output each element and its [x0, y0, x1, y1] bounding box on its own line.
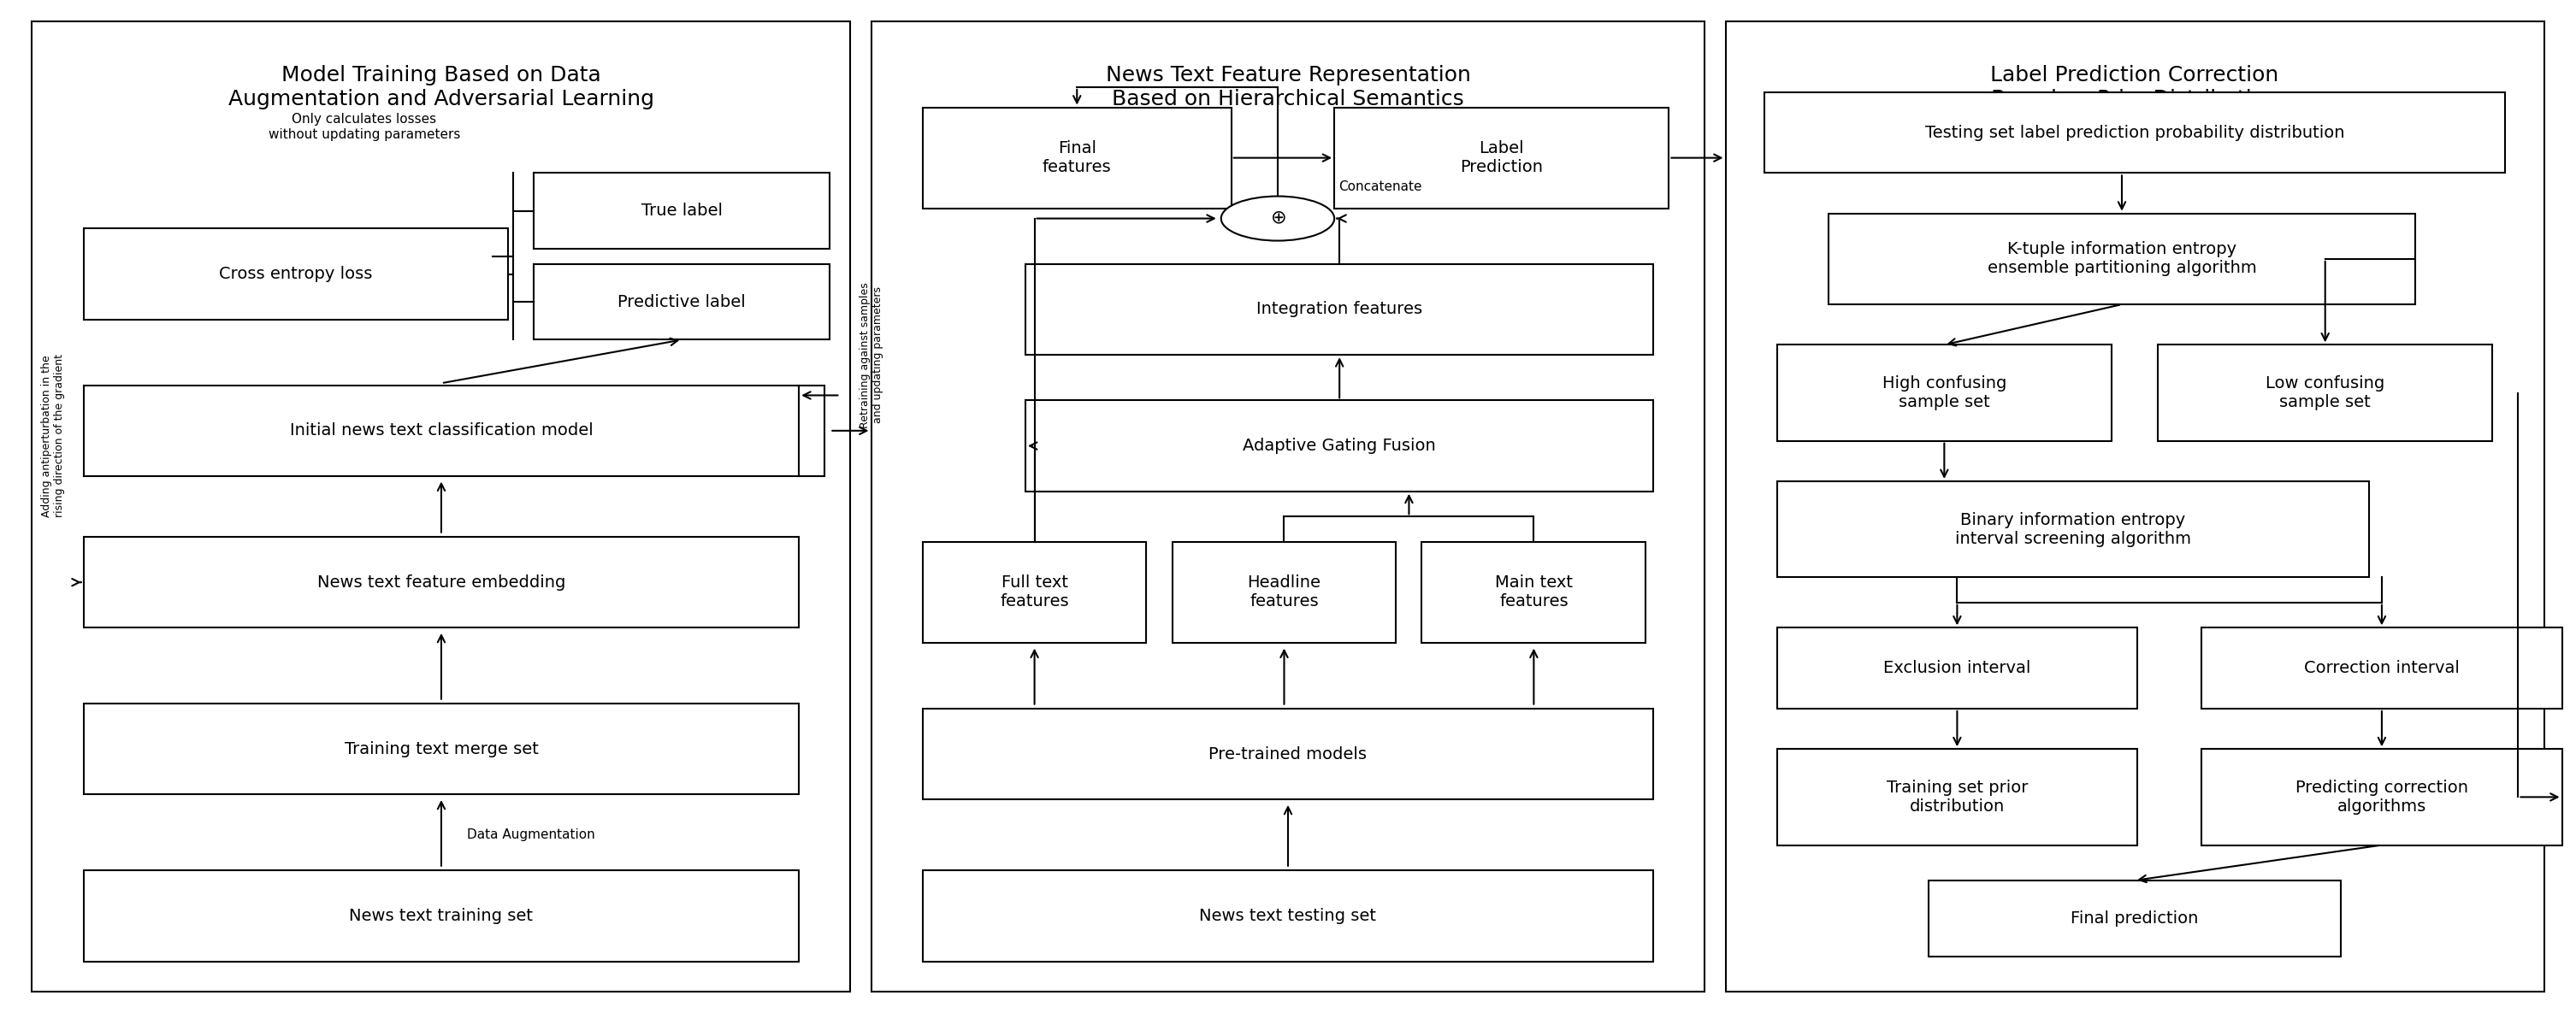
- FancyBboxPatch shape: [1929, 880, 2342, 956]
- Text: Predictive label: Predictive label: [618, 294, 747, 310]
- FancyBboxPatch shape: [1172, 542, 1396, 643]
- FancyBboxPatch shape: [1777, 344, 2112, 441]
- FancyBboxPatch shape: [922, 870, 1654, 961]
- FancyBboxPatch shape: [1777, 749, 2138, 845]
- FancyBboxPatch shape: [1777, 481, 2370, 577]
- FancyBboxPatch shape: [2159, 344, 2494, 441]
- Text: Main text
features: Main text features: [1494, 575, 1574, 610]
- Text: Training set prior
distribution: Training set prior distribution: [1886, 780, 2027, 814]
- Text: Testing set label prediction probability distribution: Testing set label prediction probability…: [1924, 125, 2344, 141]
- FancyBboxPatch shape: [922, 107, 1231, 209]
- Text: Headline
features: Headline features: [1247, 575, 1321, 610]
- Text: Binary information entropy
interval screening algorithm: Binary information entropy interval scre…: [1955, 512, 2192, 547]
- FancyBboxPatch shape: [82, 385, 799, 476]
- Text: Final prediction: Final prediction: [2071, 911, 2197, 927]
- Text: Concatenate: Concatenate: [1340, 180, 1422, 193]
- Text: Correction interval: Correction interval: [2303, 660, 2460, 677]
- FancyBboxPatch shape: [82, 870, 799, 961]
- Text: Low confusing
sample set: Low confusing sample set: [2267, 375, 2385, 410]
- Text: Label
Prediction: Label Prediction: [1461, 141, 1543, 175]
- Text: News text training set: News text training set: [350, 908, 533, 924]
- Text: Full text
features: Full text features: [999, 575, 1069, 610]
- Text: True label: True label: [641, 203, 721, 219]
- Text: High confusing
sample set: High confusing sample set: [1883, 375, 2007, 410]
- FancyBboxPatch shape: [1765, 92, 2506, 173]
- Text: Only calculates losses
without updating parameters: Only calculates losses without updating …: [268, 113, 461, 141]
- Circle shape: [1221, 197, 1334, 241]
- FancyBboxPatch shape: [2202, 749, 2563, 845]
- FancyBboxPatch shape: [922, 709, 1654, 799]
- Text: Predicting correction
algorithms: Predicting correction algorithms: [2295, 780, 2468, 814]
- Text: Adding antiperturbation in the
rising direction of the gradient: Adding antiperturbation in the rising di…: [41, 355, 64, 518]
- FancyBboxPatch shape: [2202, 628, 2563, 709]
- Text: News text feature embedding: News text feature embedding: [317, 574, 567, 591]
- Text: Label Prediction Correction
Based on Prior Distribution: Label Prediction Correction Based on Pri…: [1991, 65, 2280, 109]
- Text: News Text Feature Representation
Based on Hierarchical Semantics: News Text Feature Representation Based o…: [1105, 65, 1471, 109]
- FancyBboxPatch shape: [533, 173, 829, 249]
- Text: Final
features: Final features: [1043, 141, 1110, 175]
- Text: News text testing set: News text testing set: [1200, 908, 1376, 924]
- Text: Exclusion interval: Exclusion interval: [1883, 660, 2030, 677]
- FancyBboxPatch shape: [533, 264, 829, 339]
- FancyBboxPatch shape: [82, 704, 799, 794]
- Text: Training text merge set: Training text merge set: [345, 741, 538, 757]
- Text: $\oplus$: $\oplus$: [1270, 210, 1285, 227]
- FancyBboxPatch shape: [1025, 400, 1654, 491]
- Text: Cross entropy loss: Cross entropy loss: [219, 266, 374, 283]
- Text: Data Augmentation: Data Augmentation: [466, 829, 595, 842]
- Text: K-tuple information entropy
ensemble partitioning algorithm: K-tuple information entropy ensemble par…: [1986, 241, 2257, 277]
- FancyBboxPatch shape: [1334, 107, 1669, 209]
- FancyBboxPatch shape: [82, 537, 799, 628]
- Text: Pre-trained models: Pre-trained models: [1208, 746, 1368, 762]
- FancyBboxPatch shape: [922, 542, 1146, 643]
- Text: Retraining against samples
and updating parameters: Retraining against samples and updating …: [860, 282, 884, 427]
- Text: Model Training Based on Data
Augmentation and Adversarial Learning: Model Training Based on Data Augmentatio…: [229, 65, 654, 109]
- FancyBboxPatch shape: [1422, 542, 1646, 643]
- FancyBboxPatch shape: [1829, 214, 2416, 304]
- FancyBboxPatch shape: [1777, 628, 2138, 709]
- Text: Integration features: Integration features: [1257, 301, 1422, 317]
- Text: Initial news text classification model: Initial news text classification model: [289, 422, 592, 439]
- FancyBboxPatch shape: [82, 229, 507, 319]
- FancyBboxPatch shape: [1025, 264, 1654, 355]
- Text: Adaptive Gating Fusion: Adaptive Gating Fusion: [1244, 438, 1435, 454]
